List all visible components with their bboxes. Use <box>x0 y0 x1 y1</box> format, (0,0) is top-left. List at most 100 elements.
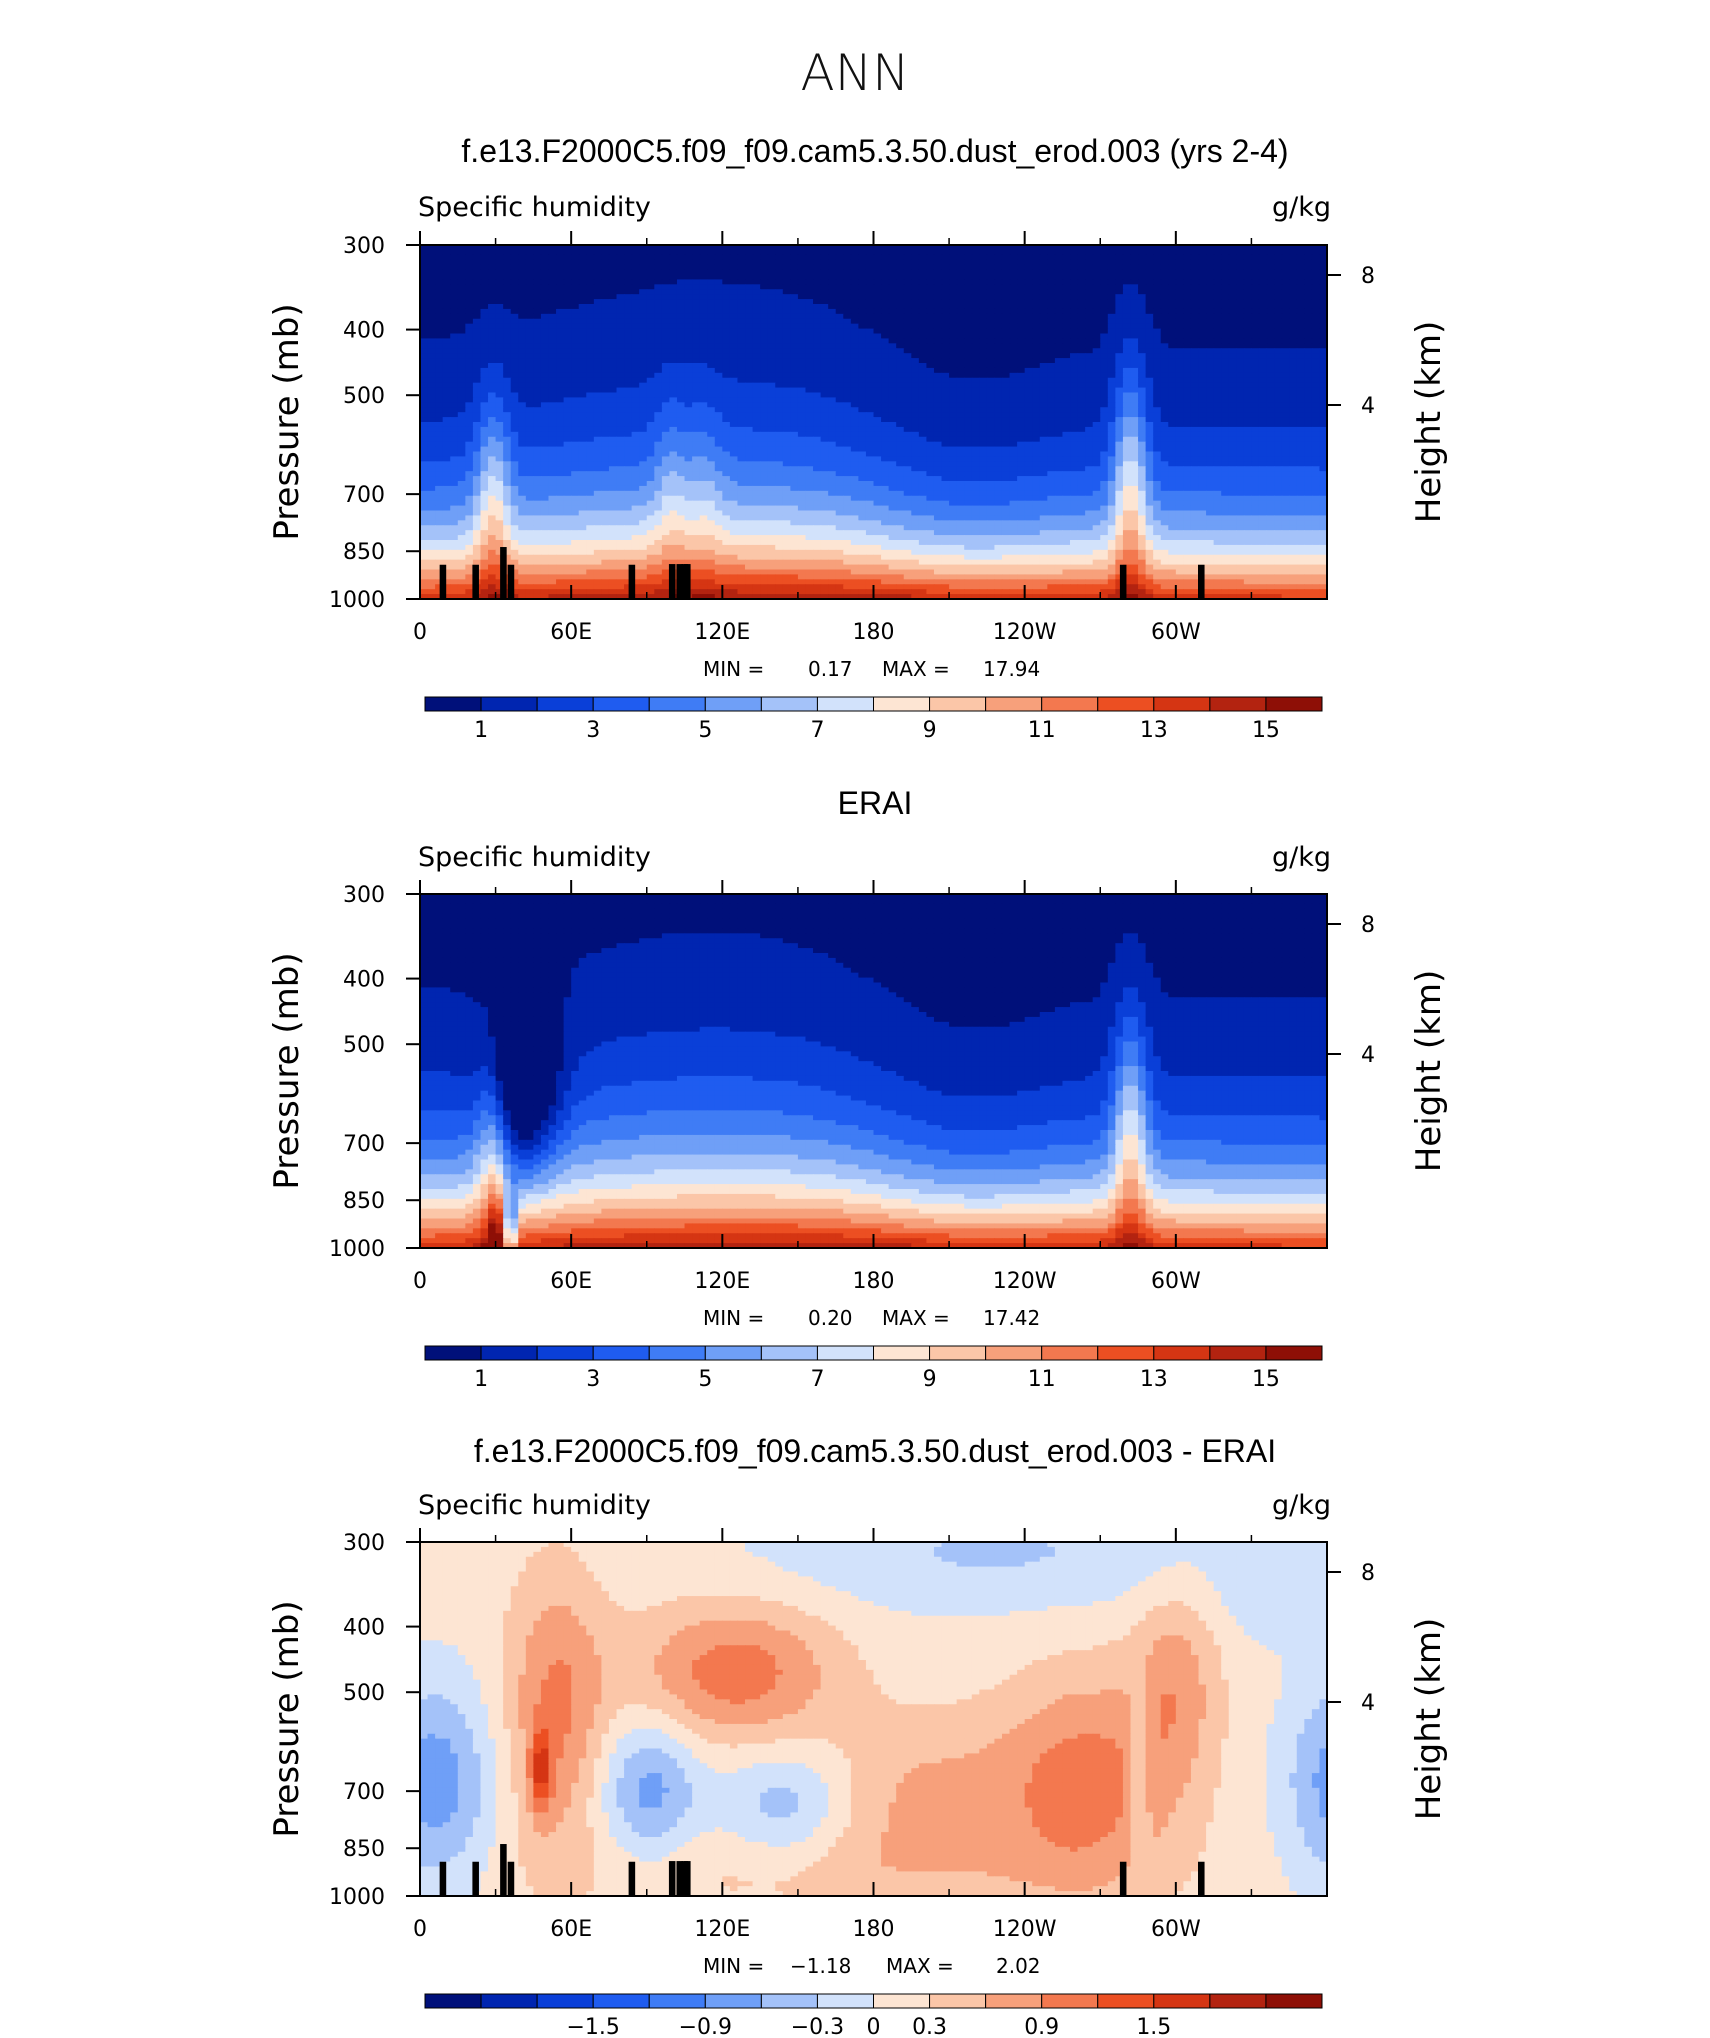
field-cell <box>760 392 769 399</box>
field-cell <box>654 269 663 276</box>
field-cell <box>1236 249 1245 256</box>
field-cell <box>692 284 701 290</box>
field-cell <box>472 323 482 330</box>
field-cell <box>548 304 557 310</box>
field-cell <box>1032 417 1041 423</box>
field-cell <box>1236 412 1245 418</box>
field-cell <box>1077 382 1086 389</box>
field-cell <box>699 417 708 423</box>
field-cell <box>1077 422 1086 428</box>
field-cell <box>843 274 852 281</box>
field-cell <box>1258 269 1268 276</box>
field-cell <box>1047 441 1056 448</box>
field-cell <box>971 426 980 433</box>
field-cell <box>1274 407 1283 413</box>
field-cell <box>1289 318 1298 325</box>
field-cell <box>457 284 466 290</box>
field-cell <box>593 417 602 423</box>
field-cell <box>1092 245 1101 251</box>
field-cell <box>843 436 852 443</box>
field-cell <box>737 372 746 379</box>
field-cell <box>1100 284 1109 290</box>
field-cell <box>873 245 882 251</box>
field-cell <box>1062 299 1071 305</box>
field-cell <box>676 318 686 325</box>
field-cell <box>941 284 950 290</box>
field-cell <box>850 259 859 266</box>
field-cell <box>503 377 512 384</box>
field-cell <box>1228 323 1237 330</box>
field-cell <box>813 402 822 408</box>
field-cell <box>510 254 519 261</box>
field-cell <box>616 426 625 433</box>
field-cell <box>1274 358 1283 364</box>
field-cell <box>729 279 739 285</box>
field-cell <box>1017 274 1026 281</box>
field-cell <box>767 353 776 359</box>
field-cell <box>646 358 655 364</box>
field-cell <box>1017 308 1026 315</box>
field-cell <box>661 259 671 266</box>
field-cell <box>1198 249 1207 256</box>
field-cell <box>646 245 655 251</box>
field-cell <box>1190 318 1200 325</box>
field-cell <box>518 249 527 256</box>
field-cell <box>1160 392 1169 399</box>
field-cell <box>813 304 822 310</box>
field-cell <box>1047 304 1056 310</box>
field-cell <box>971 308 980 315</box>
field-cell <box>1100 294 1109 300</box>
field-cell <box>1190 431 1200 438</box>
field-cell <box>548 264 557 271</box>
field-cell <box>1138 417 1147 423</box>
field-cell <box>563 318 572 325</box>
field-cell <box>1062 348 1071 354</box>
field-cell <box>556 407 565 413</box>
field-cell <box>639 397 648 403</box>
field-cell <box>556 284 565 290</box>
field-cell <box>760 323 769 330</box>
field-cell <box>881 338 890 344</box>
field-cell <box>1062 308 1071 315</box>
field-cell <box>896 343 905 349</box>
field-cell <box>1077 328 1086 335</box>
field-cell <box>760 422 769 428</box>
field-cell <box>563 308 572 315</box>
field-cell <box>994 348 1003 354</box>
field-cell <box>556 318 565 325</box>
field-cell <box>1183 333 1192 340</box>
field-cell <box>1115 387 1124 394</box>
field-cell <box>820 402 829 408</box>
field-cell <box>1054 382 1064 389</box>
field-cell <box>881 422 890 428</box>
field-cell <box>1206 402 1215 408</box>
field-cell <box>1183 308 1192 315</box>
field-cell <box>518 417 527 423</box>
field-cell <box>1001 402 1011 408</box>
field-cell <box>442 338 451 344</box>
field-cell <box>896 308 905 315</box>
field-cell <box>692 372 701 379</box>
field-cell <box>1122 363 1132 369</box>
field-cell <box>1206 299 1215 305</box>
field-cell <box>1221 249 1230 256</box>
field-cell <box>1100 274 1109 281</box>
field-cell <box>1092 343 1101 349</box>
field-cell <box>949 254 958 261</box>
field-cell <box>782 279 791 285</box>
field-cell <box>639 254 648 261</box>
field-cell <box>1175 367 1184 374</box>
field-cell <box>586 446 595 453</box>
field-cell <box>465 343 474 349</box>
field-cell <box>669 245 678 251</box>
field-cell <box>956 304 965 310</box>
field-cell <box>684 274 693 281</box>
field-cell <box>503 441 512 448</box>
field-cell <box>850 348 859 354</box>
field-cell <box>1107 392 1116 399</box>
field-cell <box>1122 436 1132 443</box>
field-cell <box>1251 367 1260 374</box>
field-cell <box>971 417 980 423</box>
field-cell <box>624 397 633 403</box>
field-cell <box>1070 431 1079 438</box>
